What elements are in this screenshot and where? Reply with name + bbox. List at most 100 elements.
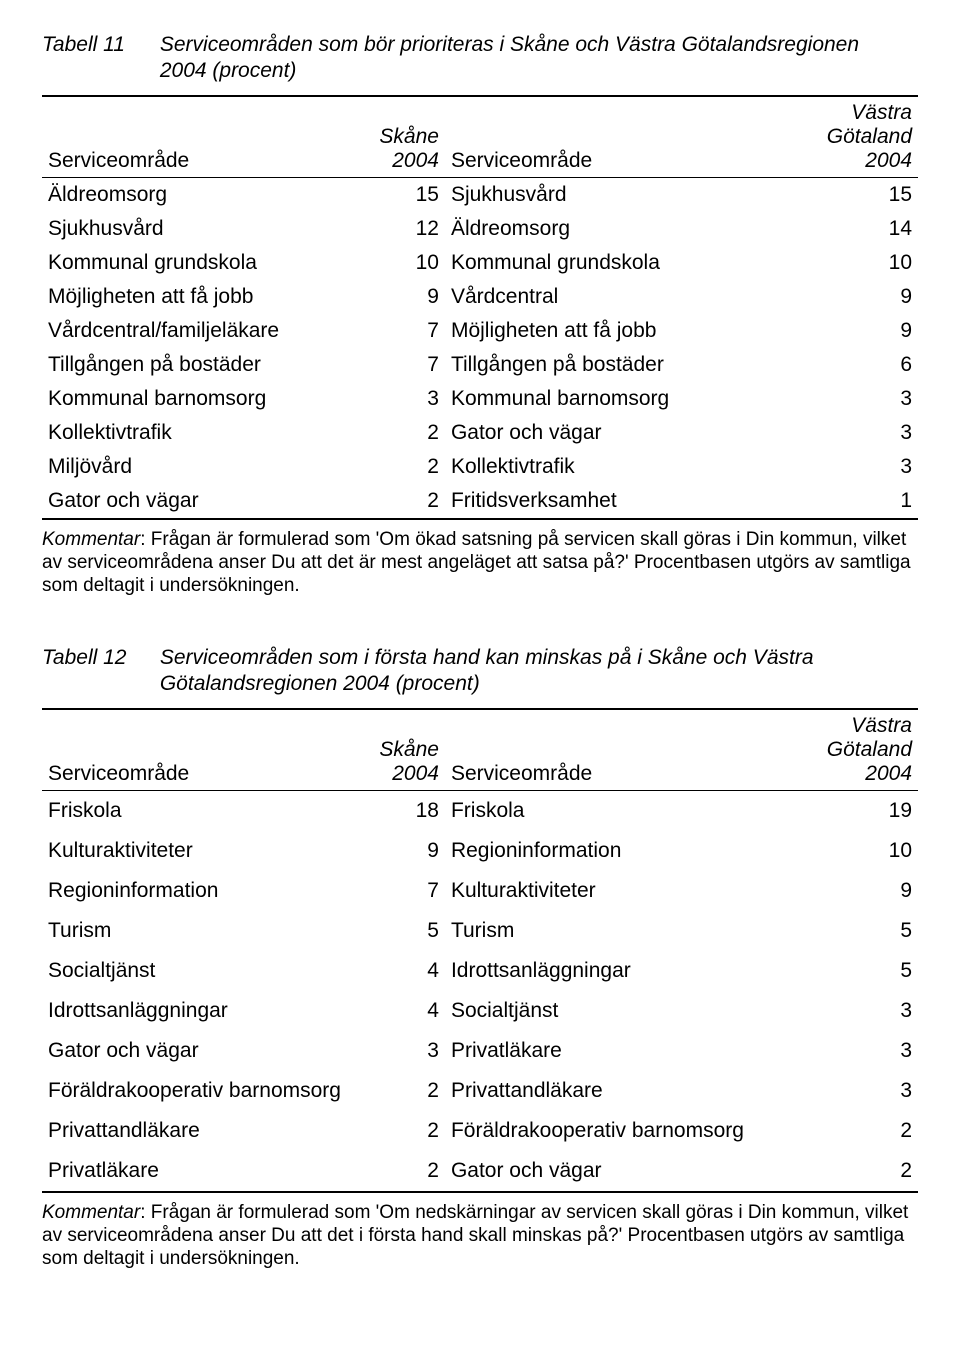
table-row: Socialtjänst4Idrottsanläggningar5	[42, 951, 918, 991]
cell-right-label: Sjukhusvård	[445, 177, 795, 212]
table-row: Möjligheten att få jobb9Vårdcentral9	[42, 280, 918, 314]
table-row: Kollektivtrafik2Gator och vägar3	[42, 416, 918, 450]
cell-right-value: 3	[795, 1031, 918, 1071]
table-row: Föräldrakooperativ barnomsorg2Privattand…	[42, 1071, 918, 1111]
cell-right-value: 6	[795, 348, 918, 382]
cell-right-value: 2	[795, 1151, 918, 1192]
cell-right-label: Tillgången på bostäder	[445, 348, 795, 382]
cell-right-label: Gator och vägar	[445, 1151, 795, 1192]
table-row: Privatläkare2Gator och vägar2	[42, 1151, 918, 1192]
cell-right-value: 5	[795, 951, 918, 991]
cell-right-label: Vårdcentral	[445, 280, 795, 314]
cell-right-label: Möjligheten att få jobb	[445, 314, 795, 348]
t2-head-left-label: Serviceområde	[42, 709, 357, 791]
cell-left-value: 2	[357, 416, 445, 450]
cell-left-label: Friskola	[42, 790, 357, 831]
cell-left-label: Vårdcentral/familjeläkare	[42, 314, 357, 348]
cell-right-value: 3	[795, 416, 918, 450]
t1-head-left-label-text: Serviceområde	[48, 149, 189, 172]
table1-label: Tabell 11	[42, 32, 154, 58]
t1-komment-text: : Frågan är formulerad som 'Om ökad sats…	[42, 529, 911, 596]
cell-left-value: 18	[357, 790, 445, 831]
cell-right-label: Fritidsverksamhet	[445, 484, 795, 519]
table-row: Kommunal barnomsorg3Kommunal barnomsorg3	[42, 382, 918, 416]
table-row: Turism5Turism5	[42, 911, 918, 951]
t2-head-right-label-text: Serviceområde	[451, 762, 592, 785]
cell-right-value: 19	[795, 790, 918, 831]
cell-right-label: Kulturaktiviteter	[445, 871, 795, 911]
t2-komment-label: Kommentar	[42, 1202, 140, 1223]
cell-left-label: Privatläkare	[42, 1151, 357, 1192]
cell-left-label: Gator och vägar	[42, 1031, 357, 1071]
t2-head-right-label: Serviceområde	[445, 709, 795, 791]
cell-right-value: 1	[795, 484, 918, 519]
cell-right-value: 3	[795, 991, 918, 1031]
cell-right-value: 2	[795, 1111, 918, 1151]
cell-left-label: Sjukhusvård	[42, 212, 357, 246]
table-row: Kulturaktiviteter9Regioninformation10	[42, 831, 918, 871]
cell-right-value: 9	[795, 280, 918, 314]
table1: Serviceområde Skåne 2004 Serviceområde V…	[42, 95, 918, 520]
cell-left-value: 2	[357, 1071, 445, 1111]
table1-title: Tabell 11 Serviceområden som bör priorit…	[42, 32, 918, 85]
cell-left-label: Miljövård	[42, 450, 357, 484]
t2-komment-text: : Frågan är formulerad som 'Om nedskärni…	[42, 1202, 908, 1269]
t1-head-right-label-text: Serviceområde	[451, 149, 592, 172]
cell-right-value: 3	[795, 382, 918, 416]
cell-right-value: 14	[795, 212, 918, 246]
table-row: Äldreomsorg15Sjukhusvård15	[42, 177, 918, 212]
cell-right-value: 15	[795, 177, 918, 212]
cell-right-value: 3	[795, 450, 918, 484]
cell-left-value: 15	[357, 177, 445, 212]
cell-left-label: Tillgången på bostäder	[42, 348, 357, 382]
cell-left-label: Socialtjänst	[42, 951, 357, 991]
t1-head-right-label: Serviceområde	[445, 96, 795, 178]
cell-right-value: 10	[795, 246, 918, 280]
table2-title: Tabell 12 Serviceområden som i första ha…	[42, 645, 918, 698]
table-row: Gator och vägar2Fritidsverksamhet1	[42, 484, 918, 519]
cell-right-label: Kommunal grundskola	[445, 246, 795, 280]
cell-left-label: Idrottsanläggningar	[42, 991, 357, 1031]
cell-left-value: 2	[357, 450, 445, 484]
cell-left-value: 7	[357, 314, 445, 348]
table-row: Idrottsanläggningar4Socialtjänst3	[42, 991, 918, 1031]
cell-left-value: 4	[357, 991, 445, 1031]
cell-left-label: Regioninformation	[42, 871, 357, 911]
table-row: Vårdcentral/familjeläkare7Möjligheten at…	[42, 314, 918, 348]
cell-left-value: 3	[357, 1031, 445, 1071]
cell-left-label: Turism	[42, 911, 357, 951]
t1-head-right-col: Västra Götaland 2004	[795, 96, 918, 178]
t2-rcol1: Västra	[801, 714, 912, 738]
table-row: Friskola18Friskola19	[42, 790, 918, 831]
cell-right-label: Privatläkare	[445, 1031, 795, 1071]
cell-left-value: 5	[357, 911, 445, 951]
cell-right-value: 9	[795, 314, 918, 348]
cell-right-value: 5	[795, 911, 918, 951]
cell-left-label: Äldreomsorg	[42, 177, 357, 212]
cell-left-label: Kommunal barnomsorg	[42, 382, 357, 416]
cell-right-label: Regioninformation	[445, 831, 795, 871]
t1-rcol1: Västra	[801, 101, 912, 125]
table-row: Privattandläkare2Föräldrakooperativ barn…	[42, 1111, 918, 1151]
cell-right-value: 9	[795, 871, 918, 911]
cell-left-value: 9	[357, 831, 445, 871]
cell-left-value: 12	[357, 212, 445, 246]
cell-left-label: Gator och vägar	[42, 484, 357, 519]
t1-komment-label: Kommentar	[42, 529, 140, 550]
table2-label: Tabell 12	[42, 645, 154, 671]
table-row: Sjukhusvård12Äldreomsorg14	[42, 212, 918, 246]
cell-left-value: 3	[357, 382, 445, 416]
cell-left-label: Möjligheten att få jobb	[42, 280, 357, 314]
cell-right-label: Privattandläkare	[445, 1071, 795, 1111]
cell-right-value: 3	[795, 1071, 918, 1111]
table-row: Regioninformation7Kulturaktiviteter9	[42, 871, 918, 911]
cell-right-label: Idrottsanläggningar	[445, 951, 795, 991]
t1-head-left-label: Serviceområde	[42, 96, 357, 178]
cell-left-label: Privattandläkare	[42, 1111, 357, 1151]
cell-left-value: 4	[357, 951, 445, 991]
table-row: Miljövård2Kollektivtrafik3	[42, 450, 918, 484]
cell-right-label: Kommunal barnomsorg	[445, 382, 795, 416]
cell-left-label: Kulturaktiviteter	[42, 831, 357, 871]
cell-left-label: Kommunal grundskola	[42, 246, 357, 280]
t2-rcol2: Götaland	[801, 738, 912, 762]
